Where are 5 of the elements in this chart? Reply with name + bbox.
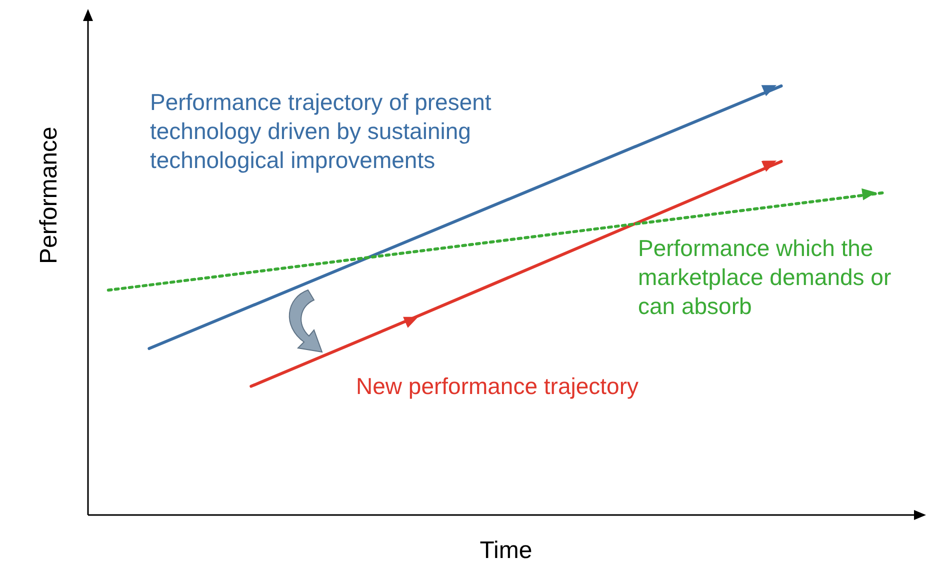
x-axis-title: Time xyxy=(480,537,532,564)
annotation: New performance trajectory xyxy=(356,372,640,401)
y-axis-title: Performance xyxy=(36,126,63,264)
annotation: Performance which the marketplace demands or can absorb xyxy=(638,234,892,321)
annotation: Performance trajectory of present technology driven by sustaining technological improvements xyxy=(150,88,492,175)
